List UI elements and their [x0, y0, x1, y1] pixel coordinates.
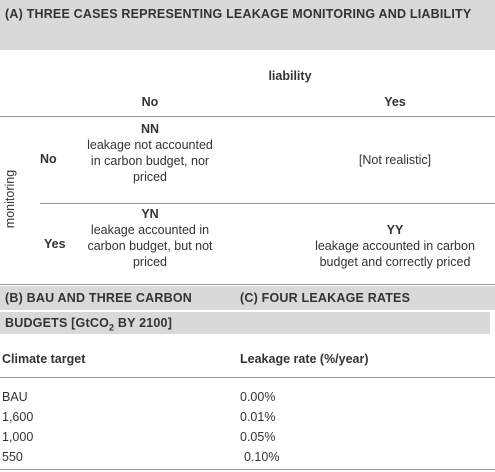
- row-header: Yes: [44, 237, 66, 251]
- panel-b-title: (B) BAU AND THREE CARBON: [5, 291, 192, 305]
- column-header: Leakage rate (%/year): [240, 352, 369, 366]
- cell: [Not realistic]: [300, 152, 490, 168]
- cell-text: leakage accounted in carbon: [315, 239, 475, 253]
- rule: [0, 469, 495, 470]
- column-header: Yes: [384, 95, 406, 109]
- cell: 0.00%: [240, 390, 276, 404]
- column-group-label: liability: [268, 69, 312, 83]
- cell: 0.05%: [240, 430, 276, 444]
- cell: 0.01%: [240, 410, 276, 424]
- cell: YN leakage accounted in carbon budget, b…: [70, 206, 230, 270]
- title-subscript: 2: [109, 322, 115, 333]
- cell: BAU: [2, 390, 28, 404]
- cell-text: [Not realistic]: [358, 153, 432, 167]
- row-group-label: monitoring: [3, 169, 17, 229]
- cell-text: leakage accounted in: [90, 223, 210, 237]
- cell-code: YY: [386, 223, 404, 237]
- rule: [0, 284, 495, 285]
- row-header: No: [40, 152, 57, 166]
- column-header: No: [141, 95, 159, 109]
- column-header: Climate target: [2, 352, 86, 366]
- cell: NN leakage not accounted in carbon budge…: [70, 121, 230, 185]
- header-bar: [0, 286, 495, 310]
- panel-a-title: (A) THREE CASES REPRESENTING LEAKAGE MON…: [0, 0, 495, 50]
- title-part: BUDGETS [GtCO: [5, 316, 109, 330]
- cell: 550: [2, 450, 23, 464]
- cell-text: priced: [132, 170, 168, 184]
- panel-b-title: BUDGETS [GtCO2 BY 2100]: [0, 312, 490, 334]
- cell-code: NN: [140, 122, 160, 136]
- panel-c-title: (C) FOUR LEAKAGE RATES: [240, 291, 411, 305]
- rule: [0, 116, 495, 117]
- cell-text: carbon budget, but not: [87, 239, 213, 253]
- cell: YY leakage accounted in carbon budget an…: [290, 222, 495, 270]
- title-part: BY 2100]: [114, 316, 173, 330]
- cell-text: in carbon budget, nor: [90, 154, 210, 168]
- cell: 1,000: [2, 430, 34, 444]
- rule: [0, 377, 495, 378]
- cell-text: leakage not accounted: [87, 138, 213, 152]
- cell-text: priced: [132, 255, 168, 269]
- cell-text: budget and correctly priced: [319, 255, 471, 269]
- cell-code: YN: [141, 207, 159, 221]
- cell: 0.10%: [244, 450, 280, 464]
- rule: [40, 203, 495, 204]
- cell: 1,600: [2, 410, 34, 424]
